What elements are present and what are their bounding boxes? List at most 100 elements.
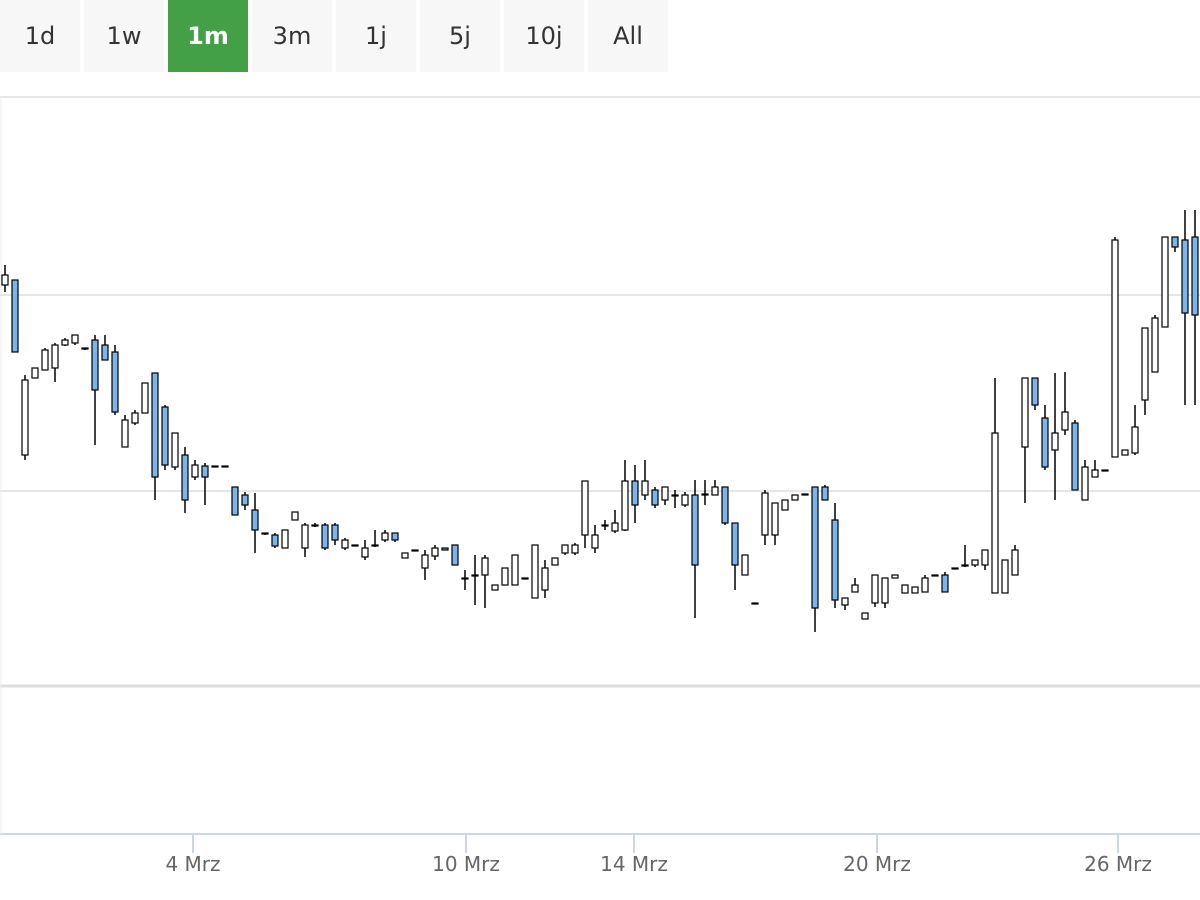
range-button[interactable]: 1d (0, 0, 80, 72)
range-button[interactable]: All (588, 0, 668, 72)
range-button[interactable]: 1w (84, 0, 164, 72)
candle-body (821, 486, 829, 501)
candle-body (1181, 239, 1189, 314)
candle-body (771, 502, 779, 536)
candle-body (111, 351, 119, 413)
candle-body (371, 544, 379, 547)
range-button[interactable]: 5j (420, 0, 500, 72)
candle-body (1051, 432, 1059, 451)
candle-body (941, 574, 949, 593)
candle-body (421, 554, 429, 569)
candle-body (311, 524, 319, 527)
candle-body (1031, 377, 1039, 406)
candle-body (1061, 411, 1069, 431)
candle-body (541, 567, 549, 591)
candle-body (281, 529, 289, 549)
candle-body (1111, 239, 1119, 458)
candle-body (931, 574, 939, 577)
x-tick-label: 14 Mrz (600, 852, 668, 876)
candle-body (21, 379, 29, 456)
candle-body (761, 492, 769, 536)
candle-body (561, 544, 569, 554)
candle-body (61, 339, 69, 346)
candle-body (811, 486, 819, 609)
candle-body (461, 577, 469, 580)
candle-body (1021, 377, 1029, 448)
candle-body (1041, 417, 1049, 468)
x-tick-label: 26 Mrz (1084, 852, 1152, 876)
x-tick-label: 4 Mrz (165, 852, 220, 876)
candle-body (621, 480, 629, 531)
candle-body (1071, 422, 1079, 491)
candle-body (471, 574, 479, 577)
candle-body (181, 454, 189, 501)
candle-body (91, 339, 99, 391)
range-button[interactable]: 3m (252, 0, 332, 72)
candle-body (591, 534, 599, 549)
x-tick-label: 10 Mrz (432, 852, 500, 876)
candle-body (521, 577, 529, 580)
candle-body (171, 432, 179, 468)
candle-body (401, 552, 409, 559)
range-button[interactable]: 1m (168, 0, 248, 72)
candle-body (441, 547, 449, 551)
candle-body (201, 465, 209, 478)
candle-body (211, 465, 219, 468)
candle-body (221, 465, 229, 468)
candle-body (71, 334, 79, 344)
candle-body (711, 486, 719, 496)
candle-body (451, 544, 459, 566)
candle-body (741, 554, 749, 576)
candle-body (661, 486, 669, 501)
candle-body (631, 480, 639, 506)
candle-body (51, 344, 59, 369)
candle-body (251, 509, 259, 531)
candle-body (901, 584, 909, 594)
candle-body (431, 547, 439, 557)
candle-body (601, 524, 609, 527)
candle-body (1151, 317, 1159, 373)
candle-body (791, 494, 799, 501)
candle-body (1101, 469, 1109, 472)
candle-body (191, 464, 199, 478)
candle-body (501, 567, 509, 586)
candle-body (961, 564, 969, 567)
candle-body (751, 602, 759, 605)
candle-body (81, 347, 89, 350)
candle-body (831, 519, 839, 601)
candle-body (781, 499, 789, 511)
candle-body (851, 584, 859, 593)
candle-body (141, 382, 149, 414)
candle-body (921, 577, 929, 593)
candle-body (1, 274, 9, 286)
candle-body (291, 511, 299, 521)
candle-body (571, 544, 579, 554)
candle-body (671, 494, 679, 497)
range-selector: 1d 1w 1m 3m 1j 5j 10j All (0, 0, 668, 72)
candle-body (701, 493, 709, 496)
candle-body (351, 544, 359, 547)
candle-body (341, 539, 349, 549)
candle-body (691, 494, 699, 566)
candle-body (1161, 236, 1169, 328)
candle-body (491, 584, 499, 591)
candle-body (261, 532, 269, 535)
candle-body (1091, 469, 1099, 478)
candle-body (271, 534, 279, 547)
candle-body (131, 412, 139, 424)
candle-body (151, 372, 159, 478)
candle-body (101, 344, 109, 361)
candle-body (641, 480, 649, 496)
range-button[interactable]: 10j (504, 0, 584, 72)
candle-body (1121, 449, 1129, 456)
candle-body (971, 559, 979, 566)
range-button[interactable]: 1j (336, 0, 416, 72)
candle-body (301, 524, 309, 549)
candle-body (581, 480, 589, 536)
candle-body (381, 532, 389, 541)
candle-body (551, 557, 559, 566)
candle-body (231, 486, 239, 516)
candle-body (1081, 466, 1089, 501)
